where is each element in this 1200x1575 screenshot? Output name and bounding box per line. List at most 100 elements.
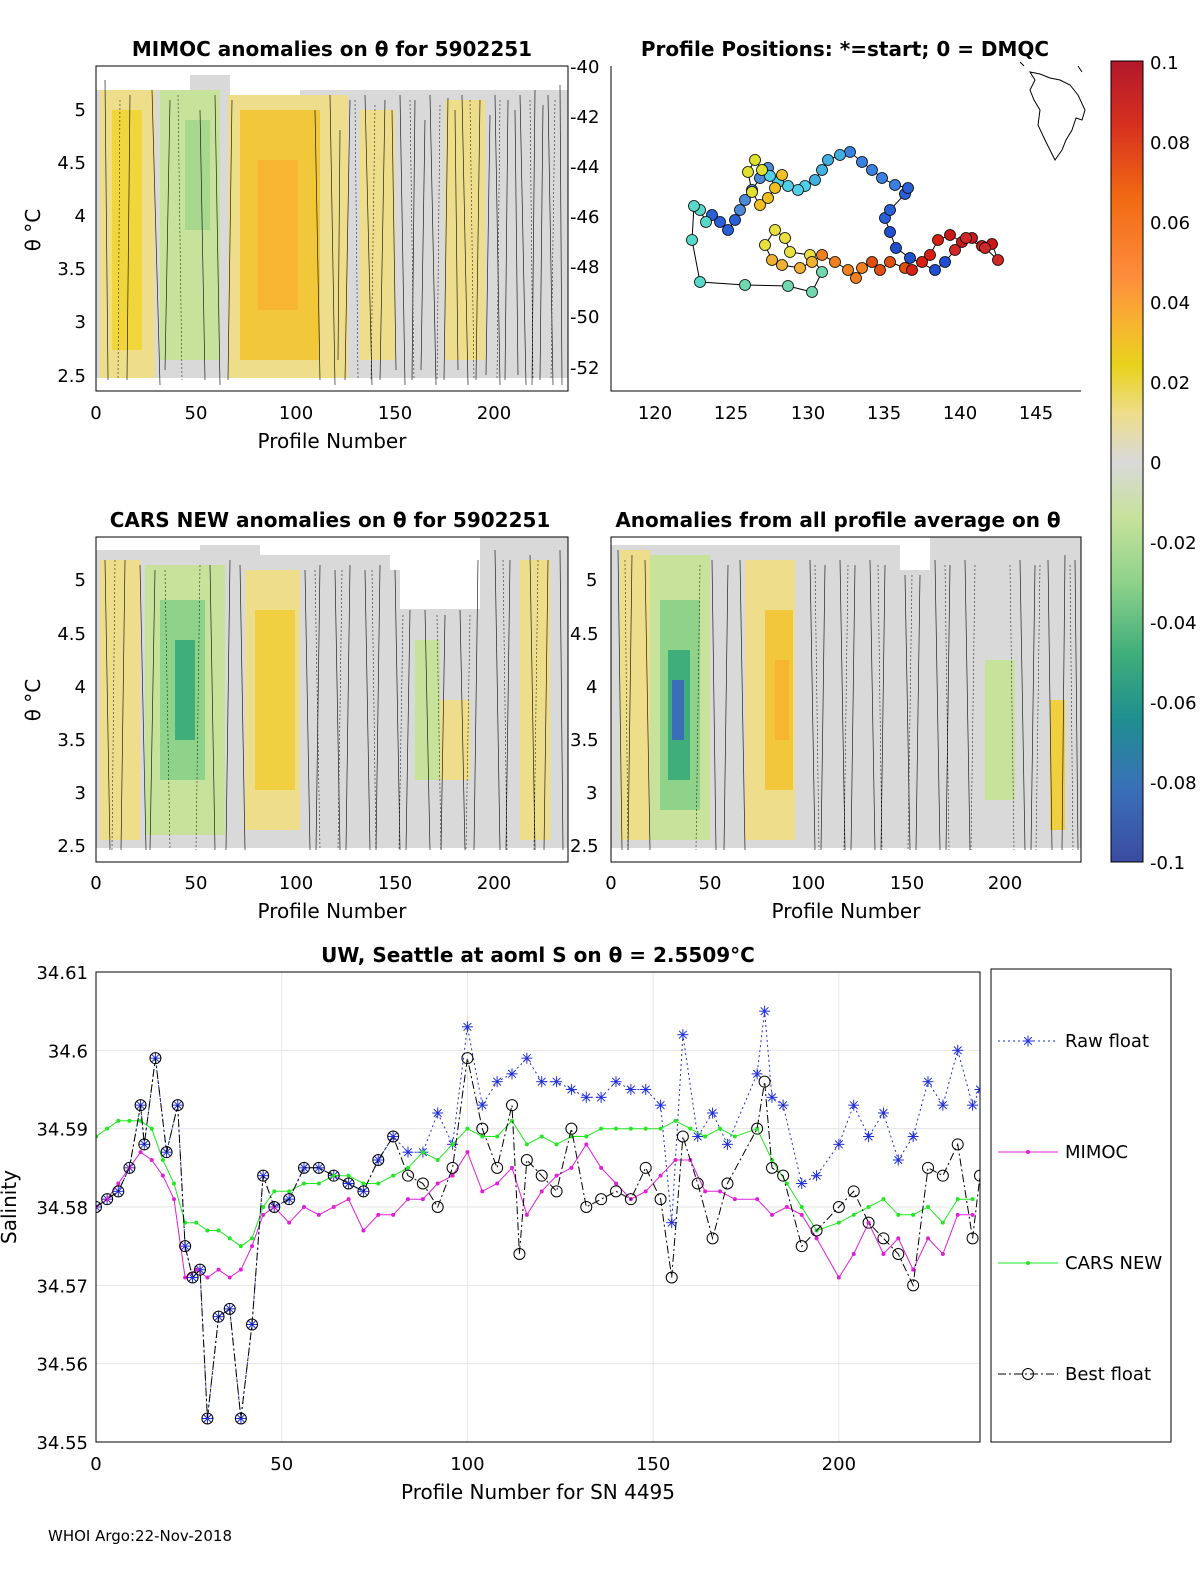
track-position-marker bbox=[856, 262, 868, 274]
asterisk-stroke bbox=[374, 1155, 383, 1165]
data-point bbox=[520, 1154, 533, 1166]
track-position-marker bbox=[776, 169, 788, 181]
cars-ytick: 3.5 bbox=[57, 730, 86, 751]
track-position-marker bbox=[992, 254, 1004, 266]
data-point bbox=[238, 1244, 243, 1249]
data-point bbox=[160, 1158, 165, 1162]
track-position-marker bbox=[884, 204, 896, 216]
asterisk-stroke bbox=[96, 1202, 101, 1208]
data-point bbox=[755, 1126, 760, 1131]
positions-xticks: 120 125 130 135 140 145 bbox=[638, 403, 1053, 424]
data-point bbox=[261, 1212, 266, 1217]
data-point bbox=[238, 1267, 243, 1272]
data-point bbox=[1026, 1150, 1030, 1154]
data-point bbox=[759, 1005, 771, 1017]
data-point bbox=[287, 1189, 292, 1194]
data-point bbox=[877, 1232, 890, 1245]
data-point bbox=[810, 1224, 823, 1237]
asterisk-stroke bbox=[908, 1132, 918, 1141]
average-xtick: 0 bbox=[605, 873, 616, 894]
data-point bbox=[610, 1076, 622, 1088]
track-position-marker bbox=[876, 172, 888, 184]
mimoc-ylabel: θ °C bbox=[21, 209, 45, 252]
data-point bbox=[569, 1165, 574, 1170]
data-point bbox=[584, 1142, 589, 1147]
track-position-marker bbox=[756, 164, 768, 176]
data-point bbox=[718, 1189, 722, 1194]
data-point bbox=[926, 1205, 930, 1209]
data-point bbox=[257, 1169, 270, 1182]
track-position-marker bbox=[734, 204, 746, 216]
track-position-marker bbox=[746, 186, 758, 198]
data-point bbox=[863, 1131, 875, 1142]
data-point bbox=[283, 1193, 296, 1206]
track-position-marker bbox=[829, 256, 841, 268]
track-position-marker bbox=[884, 226, 896, 238]
salinity-xlabel: Profile Number for SN 4495 bbox=[401, 1480, 675, 1504]
data-point bbox=[799, 1205, 804, 1209]
data-point bbox=[402, 1146, 414, 1158]
average-panel: Anomalies from all profile average on θ bbox=[570, 508, 1082, 923]
data-point bbox=[911, 1212, 916, 1217]
legend-label: MIMOC bbox=[1065, 1142, 1128, 1163]
data-point bbox=[521, 1052, 533, 1064]
series-best-float bbox=[96, 1052, 980, 1425]
colorbar-ticks: 0.1 0.08 0.06 0.04 0.02 0 -0.02 -0.04 -0… bbox=[1150, 53, 1197, 874]
data-point bbox=[342, 1177, 355, 1190]
asterisk-stroke bbox=[834, 1140, 844, 1149]
track-position-marker bbox=[769, 182, 781, 194]
data-point bbox=[896, 1236, 901, 1241]
data-point bbox=[510, 1118, 514, 1123]
data-point bbox=[327, 1169, 340, 1182]
colorbar-tick: -0.04 bbox=[1150, 613, 1197, 634]
track-position-marker bbox=[816, 266, 828, 278]
data-point bbox=[1026, 1261, 1030, 1265]
asterisk-stroke bbox=[247, 1320, 257, 1329]
data-point bbox=[513, 1248, 526, 1260]
track-position-marker bbox=[906, 264, 918, 276]
asterisk-stroke bbox=[492, 1077, 502, 1086]
data-point bbox=[346, 1173, 351, 1178]
asterisk-stroke bbox=[388, 1132, 398, 1141]
data-point bbox=[732, 1134, 737, 1139]
track-position-marker bbox=[949, 244, 961, 256]
track-position-marker bbox=[904, 252, 916, 264]
data-point bbox=[476, 1099, 488, 1111]
asterisk-stroke bbox=[797, 1179, 806, 1188]
average-ytick: 3.5 bbox=[570, 730, 599, 751]
salinity-xtick: 200 bbox=[822, 1454, 856, 1475]
data-point bbox=[1022, 1035, 1034, 1047]
data-point bbox=[658, 1173, 663, 1178]
data-point bbox=[580, 1201, 593, 1213]
data-point bbox=[298, 1162, 310, 1174]
average-ytick: 3 bbox=[586, 783, 597, 804]
track-position-marker bbox=[929, 264, 941, 276]
colorbar-tick: -0.1 bbox=[1150, 853, 1185, 874]
positions-panel: Profile Positions: *=start; 0 = DMQC -40… bbox=[567, 37, 1086, 424]
average-xtick: 150 bbox=[890, 873, 924, 894]
data-point bbox=[172, 1197, 176, 1202]
colorbar-tick: 0.1 bbox=[1150, 53, 1179, 74]
average-ytick: 4 bbox=[586, 677, 597, 698]
cars-xtick: 100 bbox=[279, 873, 313, 894]
data-point bbox=[877, 1107, 889, 1119]
data-point bbox=[387, 1131, 399, 1142]
data-point bbox=[974, 1169, 980, 1182]
asterisk-stroke bbox=[203, 1414, 212, 1423]
data-point bbox=[246, 1318, 258, 1331]
positions-xtick: 130 bbox=[791, 403, 825, 424]
cars-ylabel: θ °C bbox=[21, 679, 45, 722]
salinity-ytick: 34.59 bbox=[36, 1120, 88, 1141]
mimoc-heatmap bbox=[96, 66, 568, 391]
asterisk-stroke bbox=[626, 1085, 636, 1094]
salinity-xtick: 0 bbox=[90, 1454, 101, 1475]
average-xtick: 100 bbox=[791, 873, 825, 894]
asterisk-stroke bbox=[522, 1053, 532, 1063]
data-point bbox=[316, 1212, 321, 1217]
data-point bbox=[565, 1122, 578, 1135]
asterisk-stroke bbox=[1023, 1036, 1033, 1046]
track-position-marker bbox=[754, 199, 766, 211]
data-point bbox=[96, 1201, 102, 1213]
asterisk-stroke bbox=[723, 1140, 732, 1149]
asterisk-stroke bbox=[96, 1206, 101, 1212]
